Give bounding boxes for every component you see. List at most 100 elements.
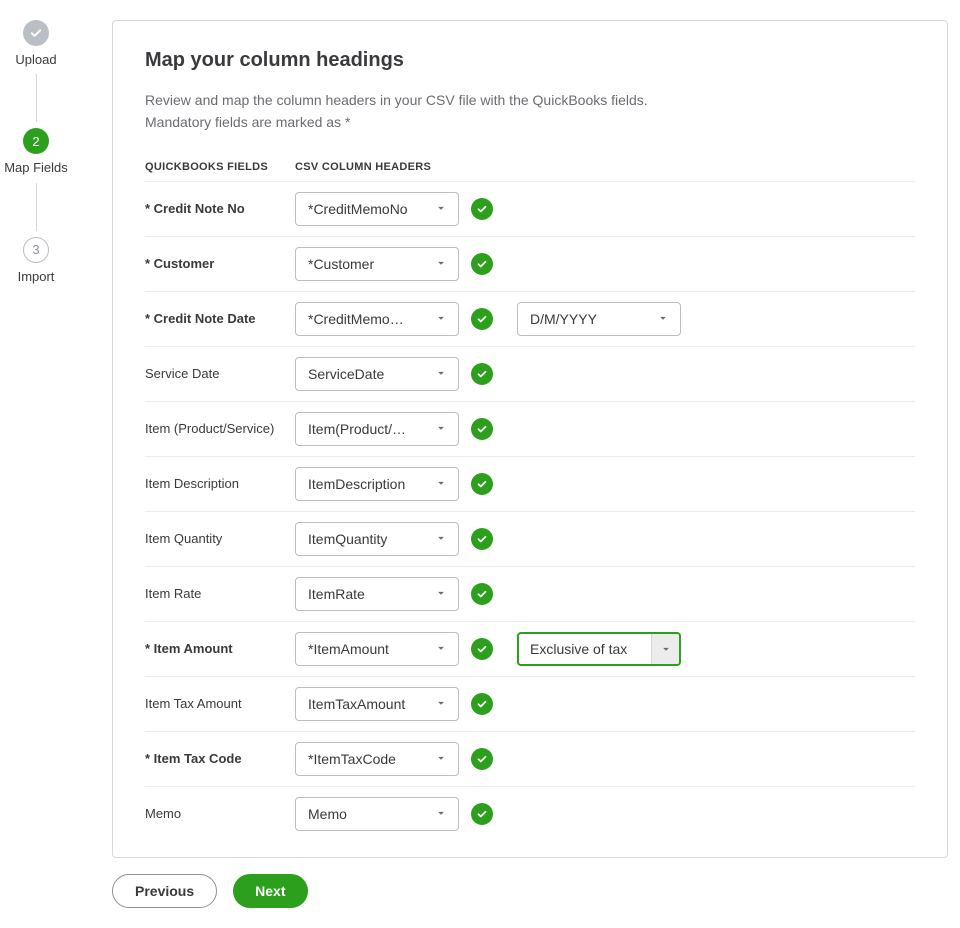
- csv-column-select[interactable]: ServiceDate: [295, 357, 459, 391]
- select-value: *CreditMemoNo: [308, 201, 428, 217]
- field-label: Memo: [145, 806, 295, 823]
- select-value: *ItemTaxCode: [308, 751, 428, 767]
- mapped-ok-icon: [471, 638, 493, 660]
- chevron-down-icon: [651, 634, 679, 664]
- next-button[interactable]: Next: [233, 874, 307, 908]
- tax-treatment-select[interactable]: Exclusive of tax: [517, 632, 681, 666]
- mapping-row: * Item Amount *ItemAmount Exclusive of tax: [145, 621, 915, 676]
- date-format-select[interactable]: D/M/YYYY: [517, 302, 681, 336]
- chevron-down-icon: [656, 311, 670, 328]
- mapping-row: * Item Tax Code *ItemTaxCode: [145, 731, 915, 786]
- mapping-row: Item Rate ItemRate: [145, 566, 915, 621]
- field-label: * Item Amount: [145, 641, 295, 658]
- mapping-table-header: QUICKBOOKS FIELDS CSV COLUMN HEADERS: [145, 153, 915, 181]
- mapping-row: * Credit Note No *CreditMemoNo: [145, 181, 915, 236]
- select-value: Memo: [308, 806, 428, 822]
- field-label: * Item Tax Code: [145, 751, 295, 768]
- intro-text: Review and map the column headers in you…: [145, 90, 915, 133]
- csv-column-select[interactable]: *CreditMemoNo: [295, 192, 459, 226]
- mapped-ok-icon: [471, 253, 493, 275]
- mapped-ok-icon: [471, 363, 493, 385]
- select-value: ItemQuantity: [308, 531, 428, 547]
- previous-button[interactable]: Previous: [112, 874, 217, 908]
- mapped-ok-icon: [471, 748, 493, 770]
- chevron-down-icon: [434, 421, 448, 438]
- field-label: * Credit Note Date: [145, 311, 295, 328]
- chevron-down-icon: [434, 476, 448, 493]
- field-label: Item Description: [145, 476, 295, 493]
- header-quickbooks-fields: QUICKBOOKS FIELDS: [145, 161, 295, 173]
- mapping-row: Item (Product/Service) Item(Product/…: [145, 401, 915, 456]
- field-label: * Customer: [145, 256, 295, 273]
- field-label: Item Tax Amount: [145, 696, 295, 713]
- mapped-ok-icon: [471, 418, 493, 440]
- import-stepper: Upload 2 Map Fields 3 Import: [0, 20, 72, 908]
- mapping-row: Service Date ServiceDate: [145, 346, 915, 401]
- field-label: Item (Product/Service): [145, 421, 295, 438]
- select-value: Item(Product/…: [308, 421, 428, 437]
- mapping-row: * Customer *Customer: [145, 236, 915, 291]
- page-title: Map your column headings: [145, 49, 915, 72]
- field-label: Item Rate: [145, 586, 295, 603]
- mapping-rows: * Credit Note No*CreditMemoNo* Customer*…: [145, 181, 915, 841]
- csv-column-select[interactable]: ItemDescription: [295, 467, 459, 501]
- mapping-row: Item Tax Amount ItemTaxAmount: [145, 676, 915, 731]
- chevron-down-icon: [434, 256, 448, 273]
- chevron-down-icon: [434, 311, 448, 328]
- header-csv-columns: CSV COLUMN HEADERS: [295, 161, 431, 173]
- csv-column-select[interactable]: *ItemAmount: [295, 632, 459, 666]
- step-map-fields-circle: 2: [23, 128, 49, 154]
- check-icon: [29, 26, 43, 40]
- mapping-panel: Map your column headings Review and map …: [112, 20, 948, 858]
- footer-actions: Previous Next: [112, 874, 948, 908]
- mapping-row: * Credit Note Date *CreditMemo… D/M/YYYY: [145, 291, 915, 346]
- mapped-ok-icon: [471, 803, 493, 825]
- select-value: *ItemAmount: [308, 641, 428, 657]
- chevron-down-icon: [434, 201, 448, 218]
- step-upload: Upload: [15, 20, 56, 68]
- mapping-row: Memo Memo: [145, 786, 915, 841]
- chevron-down-icon: [434, 586, 448, 603]
- intro-line-2: Mandatory fields are marked as *: [145, 114, 350, 130]
- csv-column-select[interactable]: Item(Product/…: [295, 412, 459, 446]
- step-import-circle: 3: [23, 237, 49, 263]
- step-map-fields-label: Map Fields: [4, 160, 68, 176]
- mapped-ok-icon: [471, 528, 493, 550]
- csv-column-select[interactable]: *CreditMemo…: [295, 302, 459, 336]
- step-upload-label: Upload: [15, 52, 56, 68]
- field-label: Item Quantity: [145, 531, 295, 548]
- chevron-down-icon: [434, 641, 448, 658]
- csv-column-select[interactable]: Memo: [295, 797, 459, 831]
- mapping-row: Item Description ItemDescription: [145, 456, 915, 511]
- chevron-down-icon: [434, 531, 448, 548]
- chevron-down-icon: [434, 366, 448, 383]
- step-map-fields: 2 Map Fields: [4, 128, 68, 176]
- step-connector: [36, 74, 37, 122]
- step-connector: [36, 183, 37, 231]
- field-label: Service Date: [145, 366, 295, 383]
- step-import-label: Import: [18, 269, 55, 285]
- select-value: ItemRate: [308, 586, 428, 602]
- select-value: ItemTaxAmount: [308, 696, 428, 712]
- mapped-ok-icon: [471, 693, 493, 715]
- field-label: * Credit Note No: [145, 201, 295, 218]
- csv-column-select[interactable]: ItemTaxAmount: [295, 687, 459, 721]
- mapped-ok-icon: [471, 198, 493, 220]
- select-value: ServiceDate: [308, 366, 428, 382]
- select-value: D/M/YYYY: [530, 311, 650, 327]
- step-upload-circle: [23, 20, 49, 46]
- mapped-ok-icon: [471, 473, 493, 495]
- step-import: 3 Import: [18, 237, 55, 285]
- chevron-down-icon: [434, 806, 448, 823]
- chevron-down-icon: [434, 696, 448, 713]
- csv-column-select[interactable]: *Customer: [295, 247, 459, 281]
- csv-column-select[interactable]: ItemRate: [295, 577, 459, 611]
- select-value: *CreditMemo…: [308, 311, 428, 327]
- select-value: ItemDescription: [308, 476, 428, 492]
- intro-line-1: Review and map the column headers in you…: [145, 92, 648, 108]
- mapped-ok-icon: [471, 583, 493, 605]
- select-value: *Customer: [308, 256, 428, 272]
- csv-column-select[interactable]: *ItemTaxCode: [295, 742, 459, 776]
- mapped-ok-icon: [471, 308, 493, 330]
- csv-column-select[interactable]: ItemQuantity: [295, 522, 459, 556]
